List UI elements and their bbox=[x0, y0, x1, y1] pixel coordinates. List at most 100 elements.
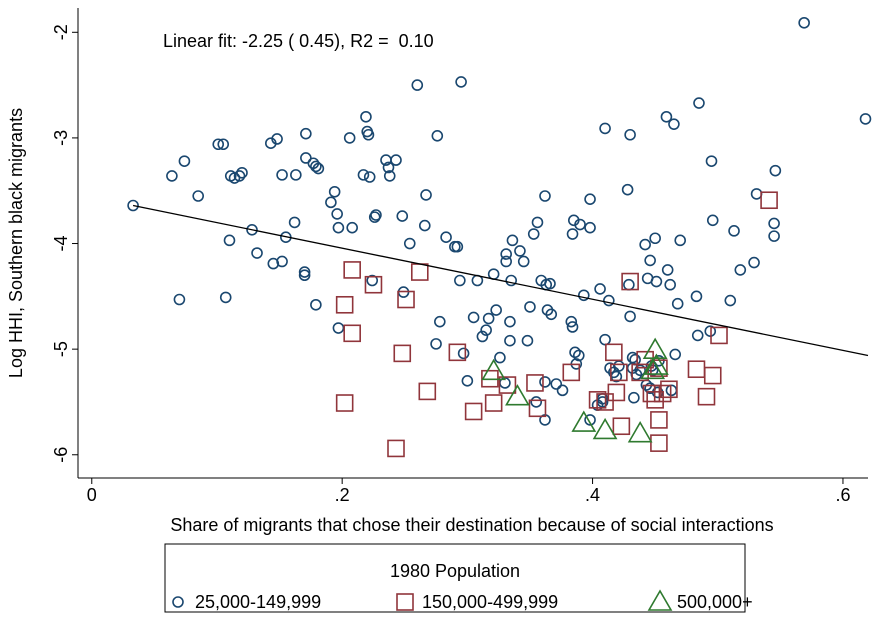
point bbox=[504, 315, 516, 328]
point bbox=[710, 326, 728, 345]
point bbox=[455, 76, 467, 88]
point bbox=[434, 315, 446, 328]
point bbox=[505, 274, 517, 287]
point bbox=[544, 277, 556, 290]
legend-label: 25,000-149,999 bbox=[195, 592, 321, 612]
fit-line bbox=[132, 204, 869, 357]
point bbox=[527, 228, 540, 240]
point bbox=[574, 218, 586, 231]
point bbox=[671, 297, 684, 310]
point bbox=[599, 333, 611, 346]
point bbox=[271, 133, 283, 145]
point bbox=[539, 190, 551, 202]
point bbox=[660, 110, 673, 123]
point bbox=[173, 293, 186, 306]
y-axis-label: Log HHI, Southern black migrants bbox=[6, 108, 26, 378]
point bbox=[457, 347, 470, 360]
point bbox=[530, 396, 543, 408]
x-tick-label: .2 bbox=[335, 485, 350, 505]
point bbox=[623, 278, 635, 291]
point bbox=[584, 193, 596, 205]
point bbox=[653, 384, 672, 403]
point bbox=[526, 374, 544, 392]
point bbox=[411, 79, 424, 91]
legend-marker bbox=[172, 596, 184, 608]
point bbox=[382, 161, 395, 174]
point bbox=[166, 170, 178, 182]
point bbox=[571, 410, 597, 432]
point bbox=[467, 311, 480, 324]
legend-marker bbox=[647, 589, 673, 611]
point bbox=[325, 196, 337, 209]
point bbox=[760, 191, 778, 210]
point bbox=[505, 384, 530, 406]
point bbox=[223, 234, 236, 247]
point bbox=[368, 211, 381, 223]
point bbox=[332, 322, 345, 334]
point bbox=[578, 289, 590, 302]
point bbox=[550, 378, 563, 390]
annotation: Linear fit: -2.25 ( 0.45), R2 = 0.10 bbox=[163, 31, 434, 51]
y-tick-label: -5 bbox=[51, 341, 71, 357]
point bbox=[569, 346, 581, 359]
point bbox=[506, 234, 519, 247]
point bbox=[500, 248, 512, 260]
point bbox=[531, 216, 544, 229]
point bbox=[246, 223, 258, 236]
point bbox=[482, 312, 495, 325]
point bbox=[603, 294, 615, 307]
point bbox=[690, 290, 703, 303]
point bbox=[594, 283, 606, 295]
point bbox=[748, 256, 760, 269]
point bbox=[664, 278, 676, 291]
y-tick-label: -6 bbox=[51, 447, 71, 463]
point bbox=[556, 384, 569, 397]
point bbox=[607, 383, 626, 402]
point bbox=[612, 417, 631, 436]
point bbox=[514, 245, 526, 257]
point bbox=[621, 272, 639, 291]
point bbox=[481, 358, 507, 381]
point bbox=[697, 387, 716, 406]
point bbox=[276, 255, 288, 268]
point bbox=[484, 394, 503, 412]
point bbox=[592, 417, 618, 440]
point bbox=[464, 402, 483, 421]
point bbox=[418, 382, 437, 401]
point bbox=[363, 171, 376, 183]
point bbox=[300, 127, 312, 140]
point bbox=[387, 439, 405, 458]
point bbox=[640, 357, 666, 380]
point bbox=[691, 329, 704, 342]
point bbox=[693, 97, 705, 109]
point bbox=[300, 152, 312, 164]
point bbox=[331, 208, 343, 220]
point bbox=[605, 343, 623, 362]
point bbox=[236, 166, 248, 179]
legend-box bbox=[164, 543, 746, 613]
point bbox=[480, 324, 492, 336]
point bbox=[233, 170, 246, 182]
point bbox=[565, 315, 578, 328]
point bbox=[178, 155, 191, 167]
point bbox=[650, 411, 668, 429]
point bbox=[430, 338, 442, 350]
point bbox=[631, 363, 649, 382]
point bbox=[393, 344, 412, 363]
point bbox=[360, 110, 372, 123]
point bbox=[769, 164, 782, 177]
point bbox=[687, 360, 706, 379]
point bbox=[192, 190, 204, 202]
point bbox=[500, 255, 512, 268]
point bbox=[624, 128, 636, 141]
point bbox=[661, 264, 674, 276]
point bbox=[440, 231, 452, 243]
point bbox=[642, 384, 661, 403]
point bbox=[859, 113, 872, 125]
point bbox=[703, 366, 722, 385]
point bbox=[524, 301, 536, 313]
point bbox=[621, 183, 634, 196]
point bbox=[251, 247, 263, 259]
point bbox=[490, 304, 502, 316]
point bbox=[624, 310, 636, 323]
